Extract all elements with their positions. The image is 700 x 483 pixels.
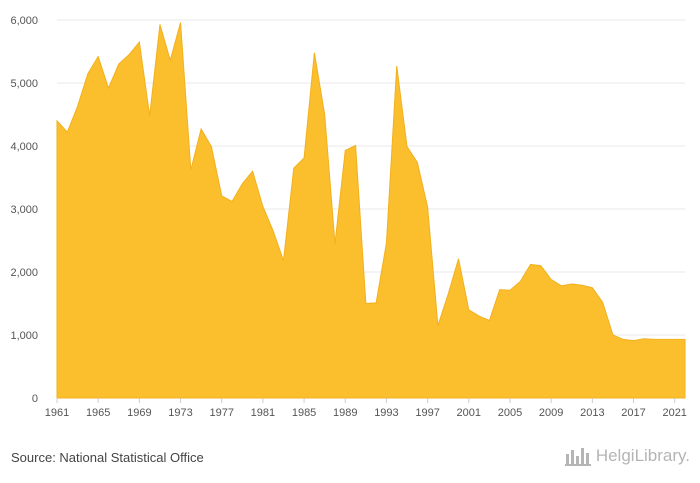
x-tick-label: 1969 bbox=[127, 407, 151, 419]
y-tick-label: 3,000 bbox=[10, 204, 38, 216]
x-tick-label: 1981 bbox=[251, 407, 275, 419]
y-tick-label: 6,000 bbox=[10, 15, 38, 27]
y-tick-label: 1,000 bbox=[10, 330, 38, 342]
x-tick-label: 1989 bbox=[333, 407, 357, 419]
y-tick-label: 5,000 bbox=[10, 78, 38, 90]
source-note: Source: National Statistical Office bbox=[11, 450, 204, 465]
x-tick-label: 2017 bbox=[621, 407, 645, 419]
logo-text: HelgiLibrary. bbox=[595, 446, 690, 465]
y-tick-label: 0 bbox=[32, 393, 38, 405]
x-axis: 1961 1965 1969 1973 1977 1981 1985 1989 1993 1997… bbox=[45, 398, 687, 419]
x-tick-label: 2005 bbox=[498, 407, 522, 419]
y-tick-label: 2,000 bbox=[10, 267, 38, 279]
y-axis: 0 1,000 2,000 3,000 4,000 5,000 6,000 bbox=[10, 15, 38, 405]
area-chart: 0 1,000 2,000 3,000 4,000 5,000 6,000 1961 1965… bbox=[10, 15, 687, 419]
helgi-library-logo: HelgiLibrary. bbox=[564, 446, 690, 466]
x-tick-label: 1997 bbox=[415, 407, 439, 419]
x-tick-label: 1985 bbox=[292, 407, 316, 419]
y-tick-label: 4,000 bbox=[10, 141, 38, 153]
x-tick-label: 2013 bbox=[580, 407, 604, 419]
x-tick-label: 1977 bbox=[209, 407, 233, 419]
x-tick-label: 2009 bbox=[539, 407, 563, 419]
x-tick-label: 1961 bbox=[45, 407, 69, 419]
x-tick-label: 1993 bbox=[374, 407, 398, 419]
x-tick-label: 1973 bbox=[168, 407, 192, 419]
x-tick-label: 1965 bbox=[86, 407, 110, 419]
x-tick-label: 2021 bbox=[662, 407, 686, 419]
x-tick-label: 2001 bbox=[457, 407, 481, 419]
helgi-library-logo-icon bbox=[564, 448, 591, 466]
area-series bbox=[56, 22, 686, 399]
